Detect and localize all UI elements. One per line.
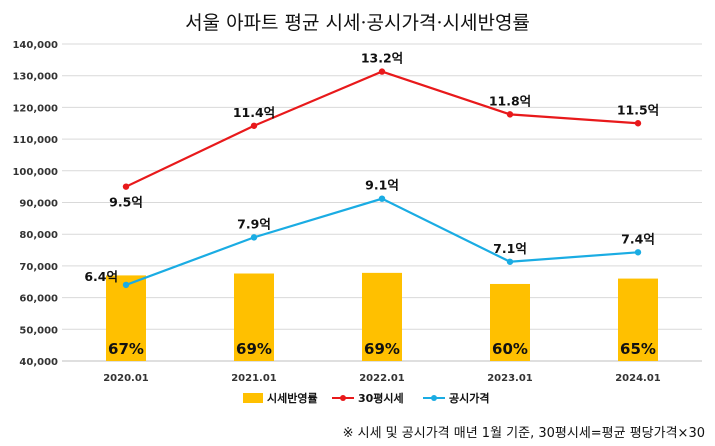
- line-data-label: 7.9억: [237, 216, 271, 231]
- series-line: [125, 70, 639, 188]
- bar-label: 69%: [364, 340, 400, 358]
- y-tick-label: 40,000: [19, 357, 58, 368]
- bar-label: 69%: [236, 340, 272, 358]
- series-point: [506, 258, 514, 265]
- series-point: [250, 234, 258, 241]
- y-tick-label: 120,000: [12, 103, 58, 114]
- line-data-label: 13.2억: [361, 51, 403, 66]
- line-data-label: 9.1억: [365, 178, 399, 193]
- legend-label: 공시가격: [449, 391, 489, 405]
- y-tick-label: 70,000: [19, 262, 58, 273]
- line-data-label: 7.1억: [493, 241, 527, 256]
- legend-marker: [431, 395, 437, 401]
- x-tick-label: 2020.01: [103, 373, 149, 384]
- chart-title: 서울 아파트 평균 시세·공시가격·시세반영률: [185, 12, 530, 34]
- series-point: [122, 281, 130, 289]
- line-data-label: 11.8억: [489, 93, 531, 108]
- series-point: [250, 122, 258, 129]
- line-data-label: 11.4억: [233, 105, 275, 120]
- legend-marker: [340, 395, 346, 401]
- bar: [362, 272, 402, 361]
- legend-label: 30평시세: [358, 391, 404, 405]
- bar-label: 67%: [108, 340, 144, 358]
- line-data-label: 6.4억: [84, 269, 118, 284]
- y-tick-label: 90,000: [19, 199, 58, 210]
- y-tick-label: 80,000: [19, 230, 58, 241]
- y-tick-label: 140,000: [12, 40, 58, 51]
- bar: [234, 273, 274, 361]
- series-point: [122, 183, 130, 190]
- legend-label: 시세반영률: [267, 391, 318, 405]
- y-tick-label: 50,000: [19, 325, 58, 336]
- y-tick-label: 110,000: [12, 135, 58, 146]
- series-point: [634, 249, 642, 256]
- y-tick-label: 130,000: [12, 72, 58, 83]
- footnote: ※ 시세 및 공시가격 매년 1월 기준, 30평시세=평균 평당가격×30: [342, 426, 705, 441]
- x-tick-label: 2023.01: [487, 373, 533, 384]
- y-tick-label: 100,000: [12, 167, 58, 178]
- series-point: [378, 68, 386, 75]
- bar: [106, 275, 146, 361]
- line-data-label: 9.5억: [109, 195, 143, 210]
- series-point: [378, 195, 386, 202]
- x-tick-label: 2021.01: [231, 373, 277, 384]
- legend-swatch: [243, 393, 263, 403]
- x-tick-label: 2024.01: [615, 373, 661, 384]
- bar-label: 60%: [492, 340, 528, 358]
- y-tick-label: 60,000: [19, 294, 58, 305]
- series-line: [125, 197, 639, 286]
- series-point: [506, 111, 514, 118]
- line-data-label: 11.5억: [617, 102, 659, 117]
- x-tick-label: 2022.01: [359, 373, 405, 384]
- line-data-label: 7.4억: [621, 231, 655, 246]
- series-point: [634, 120, 642, 127]
- bar-label: 65%: [620, 340, 656, 358]
- bar: [618, 278, 658, 361]
- bar: [490, 283, 530, 361]
